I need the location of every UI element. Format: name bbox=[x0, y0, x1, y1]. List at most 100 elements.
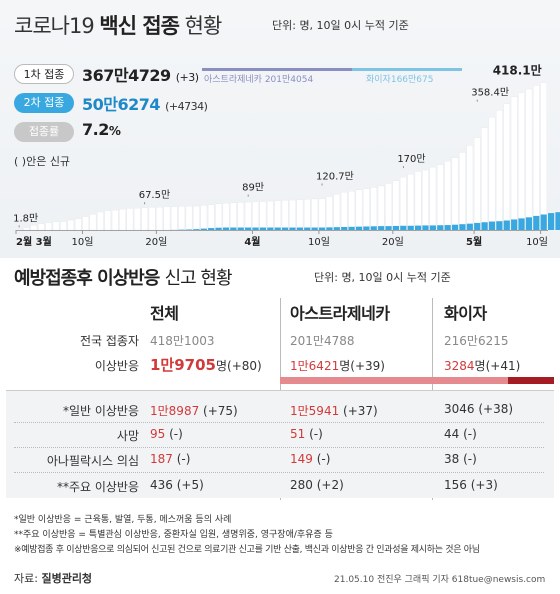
second-dose-bar bbox=[511, 219, 518, 230]
credit: 21.05.10 전진우 그래픽 기자 618tue@newsis.com bbox=[334, 575, 546, 585]
first-dose-bar bbox=[52, 221, 60, 231]
row-value: 1만8987 (+75) bbox=[150, 404, 238, 418]
reaction-label: 이상반응 bbox=[94, 359, 139, 373]
second-dose-bar bbox=[326, 227, 333, 230]
second-dose-bar bbox=[400, 225, 407, 230]
first-dose-bar bbox=[510, 96, 518, 231]
first-dose-bar bbox=[45, 222, 52, 231]
first-dose-bar bbox=[355, 189, 363, 231]
annotation-label: 418.1만 bbox=[493, 63, 542, 78]
second-dose-bar bbox=[230, 227, 237, 230]
share-bar-astrazeneca bbox=[280, 377, 509, 384]
first-dose-bar bbox=[304, 199, 311, 231]
second-dose-bar bbox=[451, 224, 459, 230]
footnote: **주요 이상반응 = 특별관심 이상반응, 중환자실 입원, 생명위중, 영구… bbox=[14, 530, 333, 540]
first-dose-bar bbox=[230, 202, 237, 231]
first-dose-bar bbox=[119, 209, 126, 231]
first-dose-bar bbox=[38, 223, 45, 231]
x-tick-label: 2월 3월 bbox=[16, 236, 52, 248]
reaction-astrazeneca: 1만6421명(+39) bbox=[290, 359, 385, 373]
footnote: ※예방접종 후 이상반응으로 의심되어 신고된 건으로 의료기관 신고를 기반 … bbox=[14, 545, 480, 555]
second-dose-bar bbox=[318, 227, 326, 230]
adverse-title: 예방접종후 이상반응 신고 현황 bbox=[14, 268, 233, 289]
header-astrazeneca: 아스트라제네카 bbox=[290, 304, 390, 323]
row-value: 149 (-) bbox=[290, 452, 331, 466]
first-dose-bar bbox=[518, 92, 525, 231]
header-total: 전체 bbox=[150, 304, 179, 323]
second-dose-bar bbox=[341, 227, 348, 230]
first-dose-bar bbox=[89, 213, 97, 231]
second-dose-bar bbox=[355, 226, 363, 230]
first-dose-bar bbox=[525, 88, 533, 231]
first-dose-bar bbox=[348, 191, 355, 231]
adverse-table-box bbox=[6, 390, 554, 498]
first-dose-bar bbox=[97, 211, 104, 231]
second-dose-bar bbox=[415, 225, 422, 230]
second-dose-bar bbox=[267, 227, 274, 230]
unit-note: 단위: 명, 10일 0시 누적 기준 bbox=[272, 19, 409, 32]
first-dose-bar bbox=[60, 221, 67, 231]
first-dose-bar bbox=[311, 198, 318, 231]
row-label: **주요 이상반응 bbox=[56, 480, 139, 494]
reaction-total: 1만9705명(+80) bbox=[150, 356, 262, 374]
first-dose-bar bbox=[377, 185, 385, 231]
second-dose-bar bbox=[555, 212, 560, 230]
row-value: 436 (+5) bbox=[150, 478, 204, 492]
second-dose-bar bbox=[185, 229, 193, 230]
second-dose-bar bbox=[222, 227, 230, 230]
first-dose-bar bbox=[370, 187, 378, 231]
first-dose-bar bbox=[363, 188, 370, 231]
annotation-label: 120.7만 bbox=[316, 170, 354, 182]
first-dose-bar bbox=[237, 202, 245, 231]
new-cases-note: ( )안은 신규 bbox=[14, 155, 71, 168]
first-dose-bar bbox=[74, 218, 82, 231]
first-dose-bar bbox=[392, 180, 400, 231]
first-dose-bar bbox=[178, 206, 185, 231]
x-tick-label: 20일 bbox=[382, 236, 404, 248]
second-dose-bar bbox=[252, 227, 259, 230]
second-dose-bar bbox=[503, 220, 510, 230]
row-value: 38 (-) bbox=[444, 452, 477, 466]
row-label: 아나필락시스 의심 bbox=[46, 454, 139, 468]
second-dose-bar bbox=[237, 227, 244, 230]
share-bar-pfizer bbox=[508, 377, 554, 384]
reaction-share-bar bbox=[280, 377, 554, 384]
pfizer-legend-label: 화이자166만675 bbox=[366, 75, 434, 85]
page-title: 코로나19 백신 접종 현황 bbox=[14, 14, 222, 38]
first-dose-bar bbox=[67, 219, 75, 231]
astrazeneca-legend-label: 아스트라제네카 201만4054 bbox=[204, 75, 314, 85]
second-dose-bar bbox=[444, 225, 451, 230]
first-dose-bar bbox=[459, 152, 466, 231]
row-value: 44 (-) bbox=[444, 427, 477, 441]
second-dose-bar bbox=[193, 229, 200, 230]
first-dose-bar bbox=[193, 205, 200, 231]
second-dose-bar bbox=[282, 227, 289, 230]
second-dose-bar bbox=[289, 227, 296, 230]
rate-stat: 7.2% bbox=[82, 120, 121, 139]
first-dose-bar bbox=[473, 137, 481, 231]
first-dose-bar bbox=[407, 174, 414, 231]
second-dose-bar bbox=[525, 217, 533, 230]
first-dose-bar bbox=[244, 202, 252, 231]
first-dose-bar bbox=[496, 110, 503, 231]
row-label: 사망 bbox=[116, 429, 139, 443]
second-dose-bar bbox=[392, 225, 400, 230]
first-dose-bar bbox=[104, 210, 112, 231]
second-dose-bar bbox=[304, 227, 311, 230]
first-dose-bar bbox=[400, 176, 407, 231]
row-value: 280 (+2) bbox=[290, 478, 344, 492]
annotation-label: 358.4만 bbox=[471, 87, 509, 99]
first-dose-bar bbox=[414, 171, 422, 231]
second-dose-bar bbox=[422, 225, 429, 230]
second-dose-stat: 50만6274 (+4734) bbox=[82, 95, 208, 114]
first-dose-bar bbox=[289, 199, 296, 231]
adverse-unit-note: 단위: 명, 10일 0시 누적 기준 bbox=[314, 271, 451, 284]
first-dose-bar bbox=[488, 117, 496, 231]
first-dose-bar bbox=[252, 201, 259, 231]
second-dose-bar bbox=[370, 226, 377, 230]
row-value: 3046 (+38) bbox=[444, 402, 514, 416]
second-dose-bar bbox=[363, 226, 370, 230]
footnote: *일반 이상반응 = 근육통, 발열, 두통, 메스꺼움 등의 사례 bbox=[14, 515, 232, 525]
first-dose-bar bbox=[281, 200, 289, 231]
first-dose-bar bbox=[171, 206, 178, 231]
